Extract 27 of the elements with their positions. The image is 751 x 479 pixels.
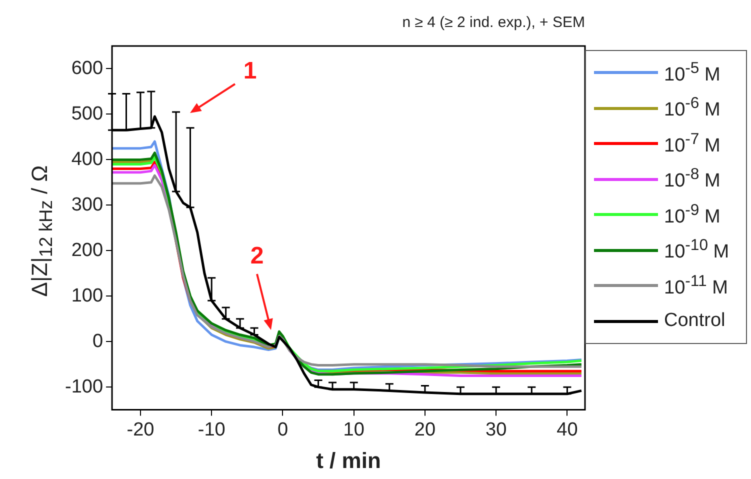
legend-label: 10$^{-9}$ M bbox=[664, 202, 720, 228]
legend-label: 10$^{-8}$ M bbox=[664, 166, 720, 192]
x-axis-title: t / min bbox=[316, 448, 381, 473]
annotation: 1 bbox=[243, 58, 257, 85]
annotation: 2 bbox=[250, 242, 264, 270]
y-tick-label: -100 bbox=[64, 376, 104, 398]
legend-label: 10$^{-6}$ M bbox=[664, 95, 720, 122]
x-tick-label: 0 bbox=[277, 419, 288, 440]
x-tick-label: -10 bbox=[198, 419, 226, 440]
y-tick-label: 400 bbox=[71, 148, 104, 170]
legend-label: 10$^{-5}$ M bbox=[664, 60, 720, 86]
y-tick-label: 0 bbox=[92, 330, 104, 352]
legend-label: Control bbox=[664, 310, 726, 332]
y-tick-label: 100 bbox=[71, 285, 104, 306]
x-tick-label: 40 bbox=[556, 419, 578, 440]
y-tick-label: 600 bbox=[71, 58, 104, 79]
x-tick-label: -20 bbox=[126, 419, 154, 440]
chart-title: n ≥ 4 (≥ 2 ind. exp.), + SEM bbox=[402, 14, 585, 32]
legend-label: 10$^{-11}$ M bbox=[664, 272, 728, 299]
x-tick-label: 30 bbox=[486, 419, 507, 440]
y-tick-label: 500 bbox=[71, 103, 104, 124]
y-tick-label: 300 bbox=[71, 194, 104, 216]
y-tick-label: 200 bbox=[71, 240, 104, 261]
legend-label: 10$^{-10}$ M bbox=[664, 237, 730, 264]
legend-label: 10$^{-7}$ M bbox=[664, 130, 720, 157]
x-tick-label: 10 bbox=[343, 419, 364, 440]
x-tick-label: 20 bbox=[414, 419, 436, 440]
